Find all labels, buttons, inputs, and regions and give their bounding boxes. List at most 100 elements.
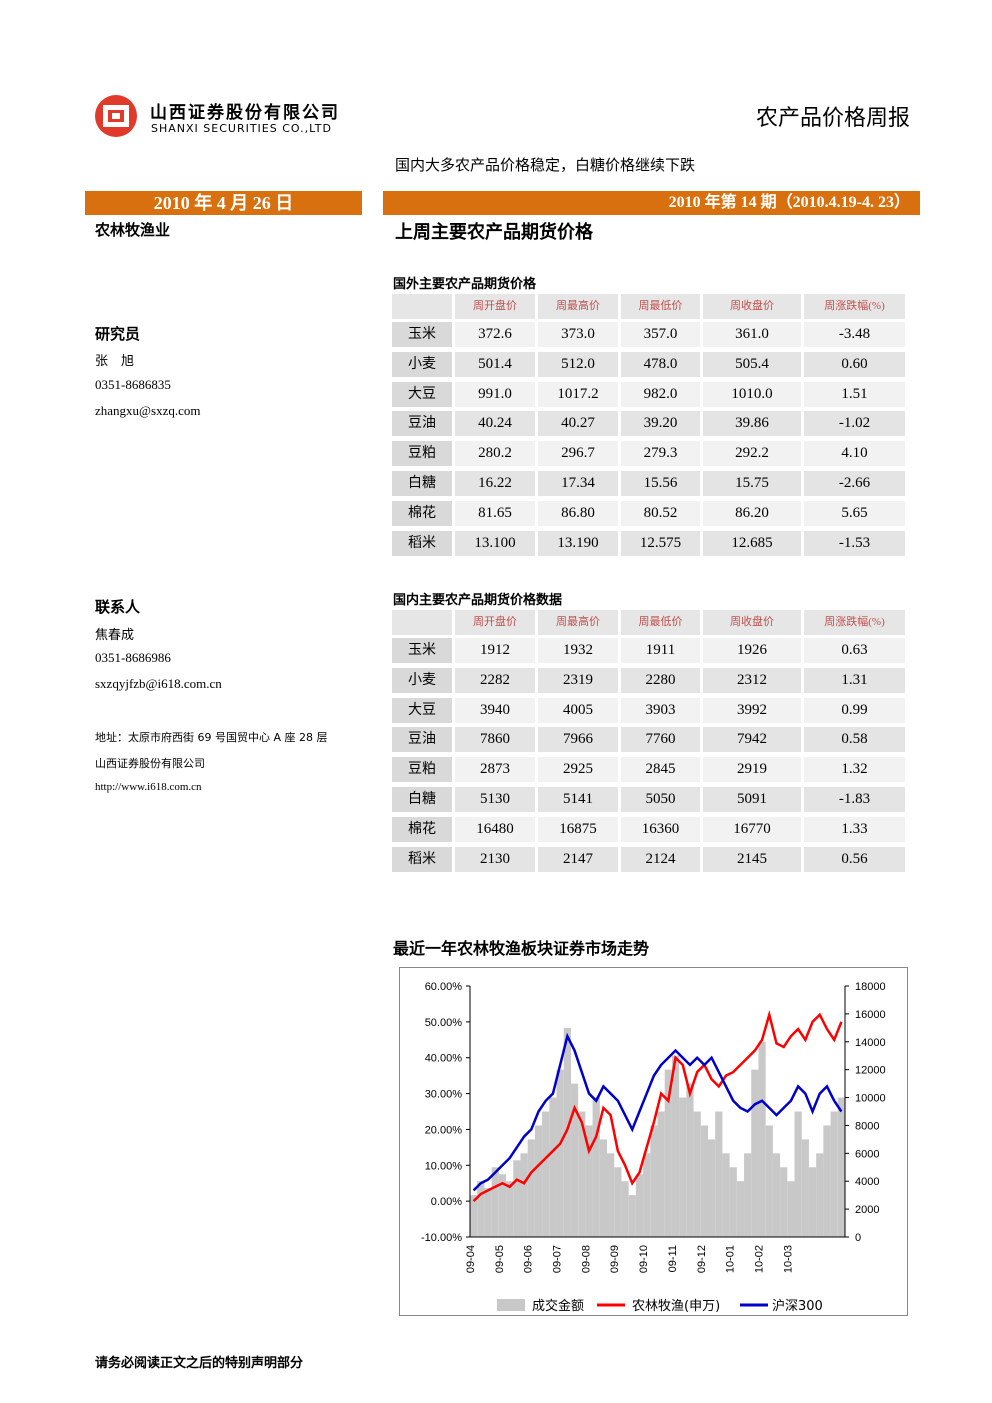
- cell: 4.10: [804, 441, 905, 467]
- cell: 279.3: [621, 441, 700, 467]
- cell: 7942: [703, 727, 801, 753]
- series-line: [472, 1032, 843, 1192]
- cell: 1010.0: [703, 381, 801, 407]
- cell: 2873: [455, 757, 535, 783]
- company-en: SHANXI SECURITIES CO.,LTD: [151, 122, 332, 135]
- y2-tick-label: 10000: [855, 1093, 886, 1105]
- cell: 16.22: [455, 471, 535, 496]
- cell: 296.7: [538, 441, 618, 467]
- cell: 86.80: [538, 500, 618, 526]
- header-cell: 周涨跌幅(%): [804, 610, 905, 635]
- volume-bar: [816, 1153, 824, 1237]
- cell: 2282: [455, 667, 535, 693]
- cell: 512.0: [538, 351, 618, 377]
- cell: 478.0: [621, 351, 700, 377]
- cell: -1.83: [804, 787, 905, 812]
- x-tick-label: 09-07: [552, 1245, 564, 1273]
- company: 山西证券股份有限公司: [95, 757, 205, 770]
- phone: 0351-8686835: [95, 377, 171, 392]
- y2-tick-label: 14000: [855, 1037, 886, 1049]
- y-tick-label: 0.00%: [431, 1196, 462, 1208]
- x-tick-label: 10-01: [725, 1245, 737, 1273]
- row-name: 白糖: [392, 471, 452, 496]
- y-tick-label: 10.00%: [425, 1160, 463, 1172]
- volume-bar: [491, 1167, 499, 1237]
- cell: -2.66: [804, 471, 905, 496]
- x-tick-label: 09-04: [465, 1245, 477, 1273]
- row-name: 大豆: [392, 697, 452, 723]
- volume-bar: [772, 1153, 781, 1237]
- cell: 1017.2: [538, 381, 618, 407]
- cell: 5.65: [804, 500, 905, 526]
- cell: 5050: [621, 787, 700, 812]
- cell: 7760: [621, 727, 700, 753]
- cell: 81.65: [455, 500, 535, 526]
- name: 焦春成: [95, 628, 135, 643]
- volume-bar: [520, 1153, 528, 1237]
- header-cell: 周最高价: [538, 294, 618, 319]
- cell: 2145: [703, 846, 801, 872]
- row-name: 小麦: [392, 667, 452, 693]
- y-tick-label: -10.00%: [421, 1232, 462, 1244]
- x-tick-label: 10-02: [753, 1245, 765, 1273]
- email: sxzqyjfzb@i618.com.cn: [95, 676, 222, 691]
- row-name: 白糖: [392, 787, 452, 812]
- volume-bar: [758, 1041, 766, 1237]
- cell: 40.24: [455, 411, 535, 437]
- volume-bar: [686, 1083, 694, 1237]
- cell: 7966: [538, 727, 618, 753]
- y-tick-label: 30.00%: [425, 1089, 463, 1101]
- cell: 1.32: [804, 757, 905, 783]
- cell: 1912: [455, 638, 535, 663]
- cell: 505.4: [703, 351, 801, 377]
- logo: [95, 95, 137, 137]
- issue-bar: 2010 年第 14 期（2010.4.19-4. 23）: [383, 191, 920, 215]
- date-bar: 2010 年 4 月 26 日: [85, 191, 362, 215]
- header-cell: 周最低价: [621, 294, 700, 319]
- volume-bar: [650, 1125, 658, 1237]
- heading: 联系人: [95, 598, 141, 616]
- email: zhangxu@sxzq.com: [95, 403, 201, 418]
- cell: 3940: [455, 697, 535, 723]
- x-tick-label: 09-05: [494, 1245, 506, 1273]
- cell: 16360: [621, 816, 700, 842]
- volume-bar: [513, 1160, 521, 1237]
- subtitle: 国内大多农产品价格稳定，白糖价格继续下跌: [395, 156, 696, 174]
- cell: 0.58: [804, 727, 905, 753]
- header-cell: 周开盘价: [455, 294, 535, 319]
- cell: 13.190: [538, 530, 618, 556]
- cell: 991.0: [455, 381, 535, 407]
- cell: 3903: [621, 697, 700, 723]
- volume-bar: [585, 1125, 593, 1237]
- volume-bar: [657, 1111, 665, 1237]
- cell: 982.0: [621, 381, 700, 407]
- header-cell: 周收盘价: [703, 294, 801, 319]
- volume-bar: [477, 1181, 485, 1237]
- row-name: 大豆: [392, 381, 452, 407]
- volume-bar: [506, 1181, 514, 1237]
- cell: 16480: [455, 816, 535, 842]
- cell: 80.52: [621, 500, 700, 526]
- cell: 17.34: [538, 471, 618, 496]
- section-title: 上周主要农产品期货价格: [395, 222, 593, 243]
- volume-bar: [830, 1111, 838, 1237]
- cell: 1926: [703, 638, 801, 663]
- y-tick-label: 20.00%: [425, 1124, 463, 1136]
- volume-bar: [628, 1195, 636, 1237]
- cell: 7860: [455, 727, 535, 753]
- legend-label: 成交金额: [532, 1298, 584, 1314]
- volume-bar: [722, 1153, 730, 1237]
- volume-bar: [823, 1125, 831, 1237]
- volume-bar: [578, 1111, 586, 1237]
- volume-bar: [729, 1167, 737, 1237]
- volume-bar: [700, 1125, 708, 1237]
- header-cell: 周最高价: [538, 610, 618, 635]
- volume-bar: [808, 1167, 817, 1237]
- row-name: 豆粕: [392, 441, 452, 467]
- volume-bar: [599, 1139, 608, 1237]
- header-cell: 周收盘价: [703, 610, 801, 635]
- cell: 357.0: [621, 322, 700, 347]
- volume-bar: [542, 1111, 550, 1237]
- cell: 292.2: [703, 441, 801, 467]
